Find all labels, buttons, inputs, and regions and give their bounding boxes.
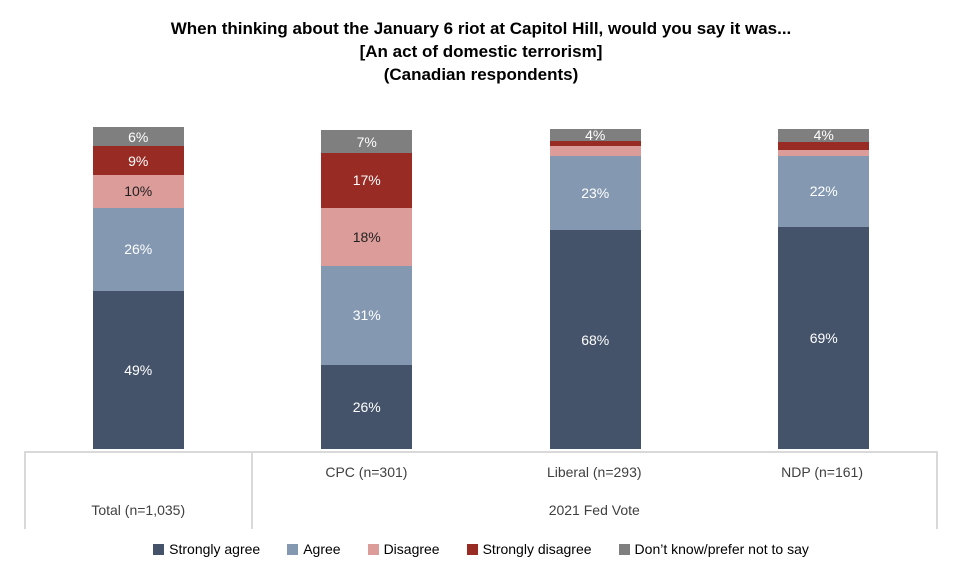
bar-segment: 7% — [321, 130, 413, 153]
bar-segment: 10% — [92, 175, 184, 208]
bar-segment: 69% — [778, 226, 870, 449]
category-axis: Total (n=1,035) CPC (n=301) Liberal (n=2… — [24, 451, 938, 529]
chart-title-line1: When thinking about the January 6 riot a… — [170, 19, 792, 38]
legend: Strongly agree Agree Disagree Strongly disa… — [0, 541, 962, 557]
bar-segment-label: 26% — [352, 399, 381, 416]
stacked-bar: 26% 31% 18% 17% 7% — [321, 130, 413, 449]
bar-segment-label: 49% — [124, 362, 153, 379]
bar-segment: 4% — [549, 126, 641, 143]
bar-segment-label: 17% — [352, 172, 381, 189]
legend-item: Agree — [287, 541, 341, 557]
chart-title: When thinking about the January 6 riot a… — [0, 17, 962, 86]
bar-segment: 31% — [321, 265, 413, 366]
bar-segment-label: 10% — [124, 183, 153, 200]
bar-segment-label: 68% — [581, 331, 610, 348]
legend-label: Don’t know/prefer not to say — [634, 541, 809, 557]
bar-segment: 18% — [321, 207, 413, 266]
legend-label: Agree — [303, 541, 341, 557]
axis-label-liberal: Liberal (n=293) — [546, 464, 642, 480]
bar-segment-label: 22% — [809, 183, 838, 200]
legend-item: Don’t know/prefer not to say — [618, 541, 809, 557]
chart-title-line3: (Canadian respondents) — [383, 65, 579, 84]
bar-segment-label: 18% — [352, 228, 381, 245]
bar-segment-label: 6% — [128, 128, 149, 145]
bar-segment: 17% — [321, 152, 413, 208]
legend-label: Disagree — [383, 541, 440, 557]
bar-segment: 4% — [778, 127, 870, 144]
bar-segment-label: 4% — [585, 126, 606, 143]
bar-segment: 6% — [92, 127, 184, 147]
legend-item: Strongly disagree — [466, 541, 592, 557]
stacked-bar: 69% 22% 4% — [778, 127, 870, 449]
stacked-bar: 49% 26% 10% 9% 6% — [92, 127, 184, 449]
axis-group-fed-vote: CPC (n=301) Liberal (n=293) NDP (n=161) … — [253, 453, 938, 529]
chart-title-line2: [An act of domestic terrorism] — [359, 42, 603, 61]
bar-segment: 23% — [549, 155, 641, 230]
bar-segment: 26% — [321, 365, 413, 449]
bar-slot: 68% 23% 4% — [481, 127, 710, 449]
legend-swatch — [287, 543, 299, 555]
bar-segment: 26% — [92, 207, 184, 292]
bar-segment — [778, 149, 870, 157]
axis-group-total: Total (n=1,035) — [24, 453, 253, 529]
legend-label: Strongly agree — [169, 541, 261, 557]
bar-segment: 68% — [549, 230, 641, 449]
legend-swatch — [367, 543, 379, 555]
axis-label-total: Total (n=1,035) — [91, 502, 186, 518]
bar-segment-label: 4% — [813, 127, 834, 144]
legend-swatch — [466, 543, 478, 555]
legend-swatch — [153, 543, 165, 555]
bar-segment: 22% — [778, 156, 870, 227]
bar-segment — [549, 146, 641, 156]
bar-segment-label: 69% — [809, 329, 838, 346]
axis-group-label: 2021 Fed Vote — [548, 502, 640, 518]
legend-swatch — [618, 543, 630, 555]
axis-label-ndp: NDP (n=161) — [781, 464, 863, 480]
stacked-bar: 68% 23% 4% — [549, 126, 641, 449]
bar-segment: 9% — [92, 146, 184, 176]
legend-label: Strongly disagree — [482, 541, 592, 557]
bar-segment-label: 26% — [124, 241, 153, 258]
legend-item: Strongly agree — [153, 541, 260, 557]
axis-party-row: CPC (n=301) Liberal (n=293) NDP (n=161) — [253, 453, 937, 491]
plot-area: 49% 26% 10% 9% 6% 26% 31% 18% 17% 7% 68% 23% 4% 69% 22… — [24, 127, 938, 449]
bar-segment-label: 7% — [356, 133, 377, 150]
bar-segment-label: 9% — [128, 152, 149, 169]
bar-slot: 26% 31% 18% 17% 7% — [253, 127, 482, 449]
bar-slot: 49% 26% 10% 9% 6% — [24, 127, 253, 449]
axis-cell-empty — [26, 453, 251, 491]
bar-segment: 49% — [92, 291, 184, 449]
bar-segment-label: 31% — [352, 307, 381, 324]
bar-segment — [778, 141, 870, 150]
axis-label-cpc: CPC (n=301) — [325, 464, 408, 480]
legend-item: Disagree — [367, 541, 440, 557]
bar-segment-label: 23% — [581, 184, 610, 201]
bar-slot: 69% 22% 4% — [710, 127, 939, 449]
bar-segment — [549, 141, 641, 147]
